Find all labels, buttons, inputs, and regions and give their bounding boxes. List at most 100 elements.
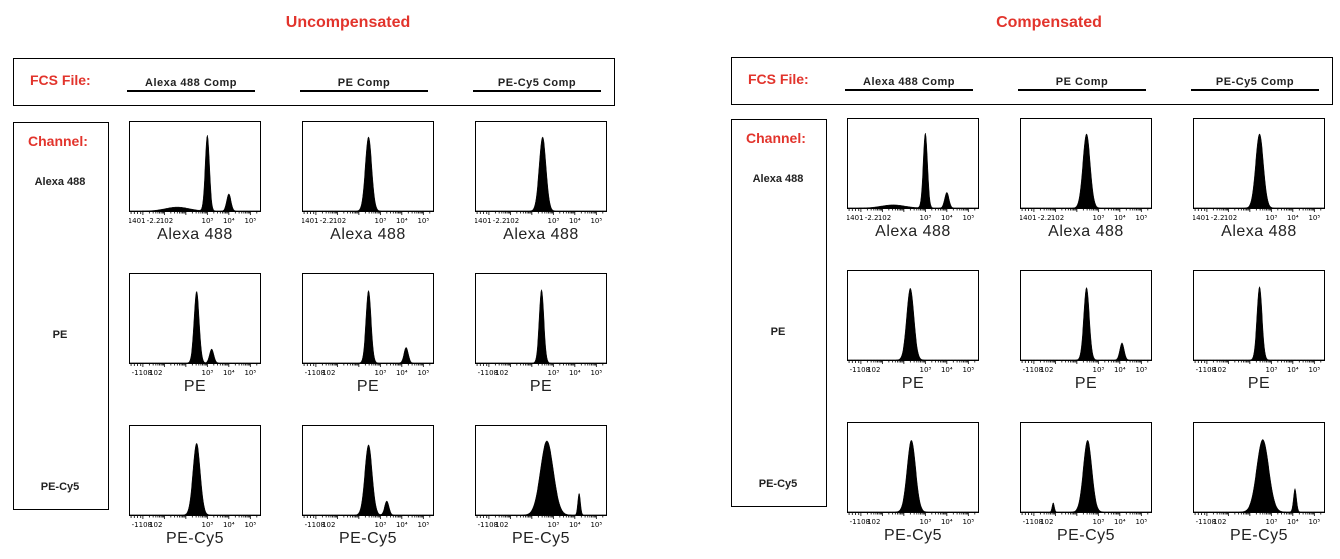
channel-box [13,122,109,510]
tick-label: 102 [149,369,162,377]
file-col-label: Alexa 488 Comp [145,77,237,89]
tick-label: 10³ [1265,366,1277,374]
file-col-label: Alexa 488 Comp [863,76,955,88]
tick-label: -1108 [1023,366,1043,374]
tick-label: 10³ [1092,214,1104,222]
file-col-underline [127,90,255,92]
tick-label: 102 [1224,214,1237,222]
tick-label: 10³ [547,217,559,225]
tick-label: -2.2 [1211,214,1225,222]
tick-label: 10³ [1265,518,1277,526]
tick-label: 10⁵ [417,369,429,377]
x-axis-label: PE [1074,375,1098,392]
tick-label: 10⁵ [244,217,256,225]
tick-label: -1108 [305,369,325,377]
file-col-underline [845,89,973,91]
tick-label: 10⁵ [1308,366,1320,374]
tick-label: 10⁵ [1308,518,1320,526]
x-axis-label: Alexa 488 [1048,223,1124,240]
tick-label: 10⁴ [1114,366,1126,374]
tick-label: 10⁵ [417,217,429,225]
tick-label: 10⁵ [590,369,602,377]
tick-label: 102 [322,369,335,377]
tick-label: 10⁴ [941,518,953,526]
tick-label: -2.2 [865,214,879,222]
tick-label: -1108 [1023,518,1043,526]
x-axis-label: PE [1247,375,1271,392]
tick-label: -1108 [1196,518,1216,526]
tick-label: 102 [333,217,346,225]
tick-label: 10³ [1092,366,1104,374]
tick-label: 102 [495,521,508,529]
tick-label: 102 [1040,518,1053,526]
row-label: PE [770,326,786,338]
tick-label: -1108 [478,369,498,377]
tick-label: -1108 [850,518,870,526]
tick-label: 102 [867,366,880,374]
tick-label: 102 [867,518,880,526]
tick-label: 10⁵ [590,217,602,225]
file-col-label: PE-Cy5 Comp [497,77,577,89]
tick-label: 10³ [201,369,213,377]
tick-label: 10³ [919,366,931,374]
tick-label: 10⁴ [223,217,235,225]
fcs-file-label: FCS File: [748,71,809,87]
row-label: Alexa 488 [34,176,86,188]
tick-label: 10⁴ [223,521,235,529]
tick-label: -2.2 [1038,214,1052,222]
tick-label: -1108 [850,366,870,374]
tick-label: 10⁴ [1114,214,1126,222]
x-axis-label: PE [183,378,207,395]
x-axis-label: Alexa 488 [503,226,579,243]
tick-label: 10³ [919,214,931,222]
tick-label: 10³ [374,521,386,529]
x-axis-label: PE [901,375,925,392]
tick-label: -1401 [129,217,146,225]
file-col-label: PE Comp [337,77,391,89]
row-label: PE [52,329,68,341]
panel-title: Compensated [996,14,1102,31]
tick-label: 102 [878,214,891,222]
tick-label: 102 [1213,366,1226,374]
tick-label: 10⁵ [962,518,974,526]
x-axis-label: Alexa 488 [157,226,233,243]
tick-label: -1108 [1196,366,1216,374]
tick-label: 10⁵ [962,366,974,374]
tick-label: 102 [160,217,173,225]
fcs-file-header [13,58,615,106]
tick-label: 10⁴ [569,217,581,225]
panel-title: Uncompensated [285,14,411,31]
tick-label: 102 [1051,214,1064,222]
file-col-underline [1191,89,1319,91]
tick-label: 10³ [201,217,213,225]
fcs-file-label: FCS File: [30,72,91,88]
fcs-file-header [731,57,1333,105]
tick-label: 10³ [547,369,559,377]
tick-label: -1108 [132,521,152,529]
channel-label: Channel: [746,130,806,146]
tick-label: 10³ [1265,214,1277,222]
tick-label: 10⁵ [244,521,256,529]
histogram-area [303,289,433,364]
tick-label: 10⁴ [396,217,408,225]
tick-label: 10⁵ [962,214,974,222]
tick-label: -1401 [302,217,319,225]
tick-label: 102 [1040,366,1053,374]
row-label: PE-Cy5 [758,478,798,490]
channel-label: Channel: [28,133,88,149]
file-col-underline [473,90,601,92]
x-axis-label: PE-Cy5 [1229,527,1289,544]
tick-label: 10⁵ [1135,518,1147,526]
row-label: Alexa 488 [752,173,804,185]
tick-label: -1108 [305,521,325,529]
